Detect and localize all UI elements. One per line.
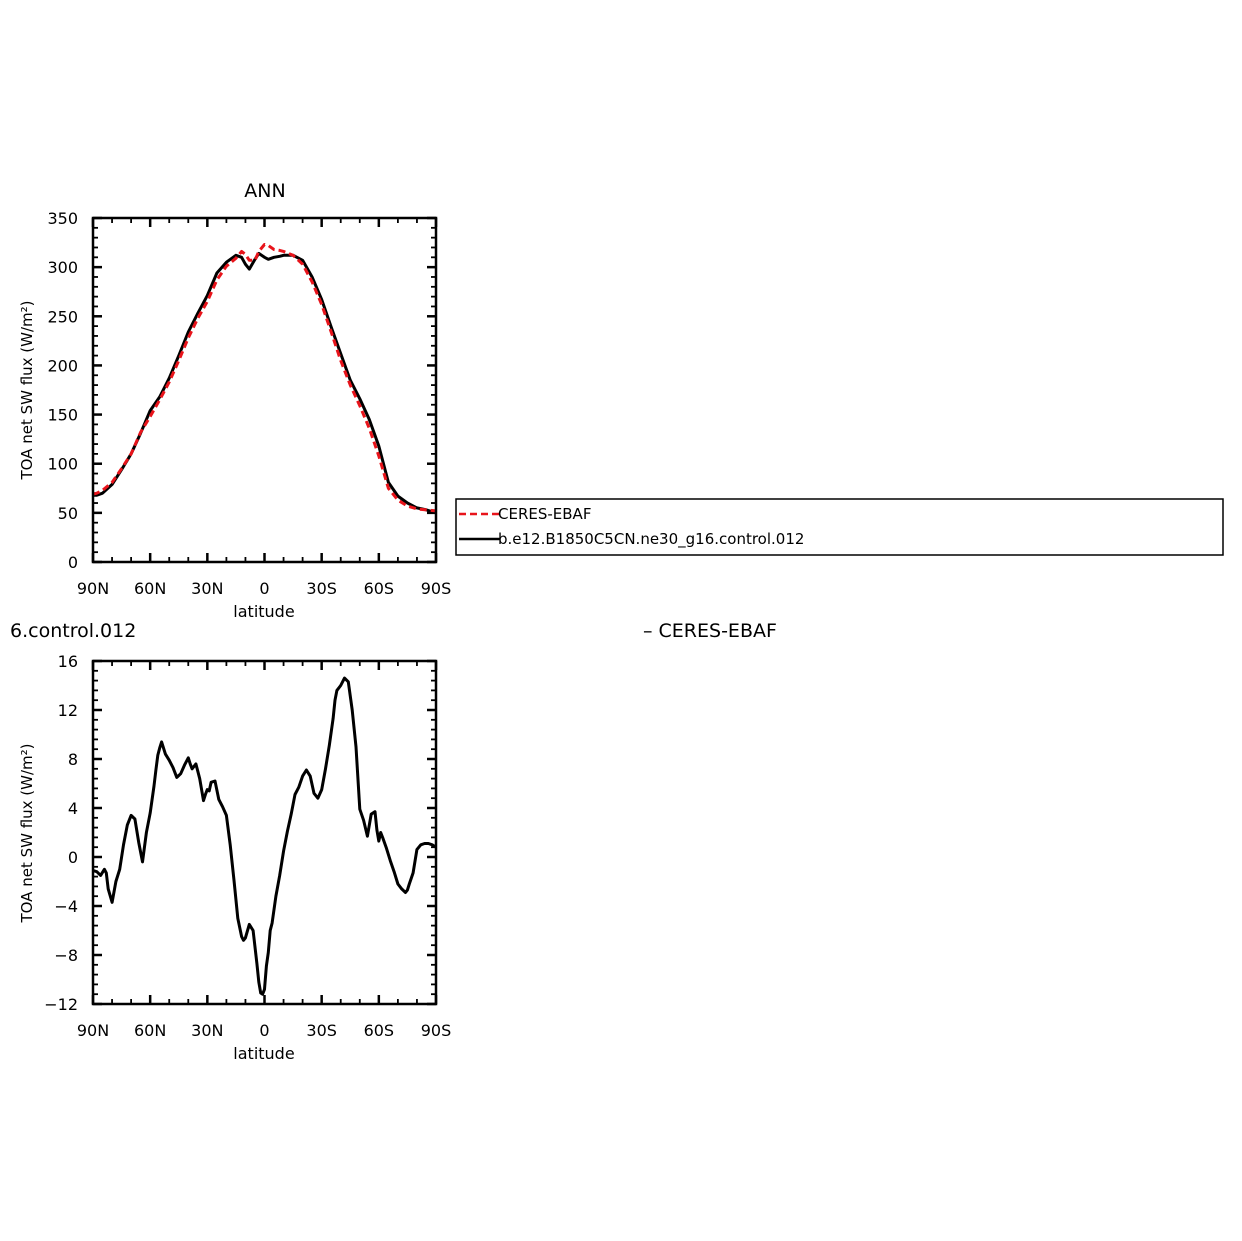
top-series-lines <box>92 243 437 515</box>
bottom-y-tick-label: −4 <box>54 897 78 916</box>
bottom-x-tick-label: 90S <box>421 1021 452 1040</box>
top-x-tick-label: 60N <box>134 579 166 598</box>
bottom-y-tick-label: 0 <box>68 848 78 867</box>
bottom-x-axis-label: latitude <box>233 1044 294 1063</box>
top-axis-ticks: 90N 60N 30N 0 30S 60S 90S 0 50 100 150 200 250 300 350 <box>47 209 451 598</box>
top-x-tick-label: 0 <box>259 579 269 598</box>
bottom-y-axis-label: TOA net SW flux (W/m²) <box>18 743 36 923</box>
bottom-y-tick-label: 4 <box>68 799 78 818</box>
bottom-y-tick-label: −8 <box>54 946 78 965</box>
bottom-y-tick-label: 8 <box>68 750 78 769</box>
bottom-x-tick-label: 30S <box>306 1021 337 1040</box>
top-y-tick-label: 350 <box>47 209 78 228</box>
bottom-x-tick-label: 60S <box>364 1021 395 1040</box>
bottom-series-lines <box>92 676 437 996</box>
top-series-line-0 <box>92 243 437 513</box>
bottom-axis-ticks: 90N 60N 30N 0 30S 60S 90S −12 −8 −4 0 4 8 12 16 <box>44 652 451 1040</box>
top-y-tick-label: 250 <box>47 307 78 326</box>
top-y-tick-label: 300 <box>47 258 78 277</box>
legend: CERES-EBAF b.e12.B1850C5CN.ne30_g16.cont… <box>455 498 1224 556</box>
top-x-tick-label: 60S <box>364 579 395 598</box>
legend-label-ceres: CERES-EBAF <box>498 505 591 523</box>
legend-box <box>455 498 1224 556</box>
top-y-axis-label: TOA net SW flux (W/m²) <box>18 300 36 480</box>
bottom-y-tick-label: 12 <box>58 701 78 720</box>
top-y-tick-label: 0 <box>68 553 78 572</box>
legend-label-model: b.e12.B1850C5CN.ne30_g16.control.012 <box>498 530 804 549</box>
bottom-x-tick-label: 60N <box>134 1021 166 1040</box>
bottom-y-tick-label: 16 <box>58 652 78 671</box>
top-y-tick-label: 150 <box>47 406 78 425</box>
top-x-axis-label: latitude <box>233 602 294 621</box>
top-x-tick-label: 30S <box>306 579 337 598</box>
bottom-panel: 6.control.012 – CERES-EBAF 90N 60N 30N 0 30S… <box>10 620 777 1063</box>
bottom-series-line-0 <box>92 676 437 996</box>
top-x-tick-label: 90N <box>77 579 109 598</box>
bottom-y-tick-label: −12 <box>44 995 78 1014</box>
top-y-tick-label: 200 <box>47 356 78 375</box>
bottom-x-tick-label: 0 <box>259 1021 269 1040</box>
top-panel: ANN 90N 60N 30N 0 30S 60S 90S 0 50 100 150 200 250 30… <box>18 180 451 621</box>
bottom-chart-title: 6.control.012 <box>10 620 136 642</box>
bottom-chart-title-right: – CERES-EBAF <box>643 620 777 642</box>
bottom-x-tick-label: 90N <box>77 1021 109 1040</box>
bottom-x-tick-label: 30N <box>191 1021 223 1040</box>
top-y-tick-label: 100 <box>47 455 78 474</box>
top-x-tick-label: 90S <box>421 579 452 598</box>
bottom-plot-frame <box>91 659 438 1006</box>
top-plot-frame <box>91 216 438 564</box>
top-chart-title: ANN <box>244 180 285 202</box>
top-x-tick-label: 30N <box>191 579 223 598</box>
top-y-tick-label: 50 <box>58 504 78 523</box>
